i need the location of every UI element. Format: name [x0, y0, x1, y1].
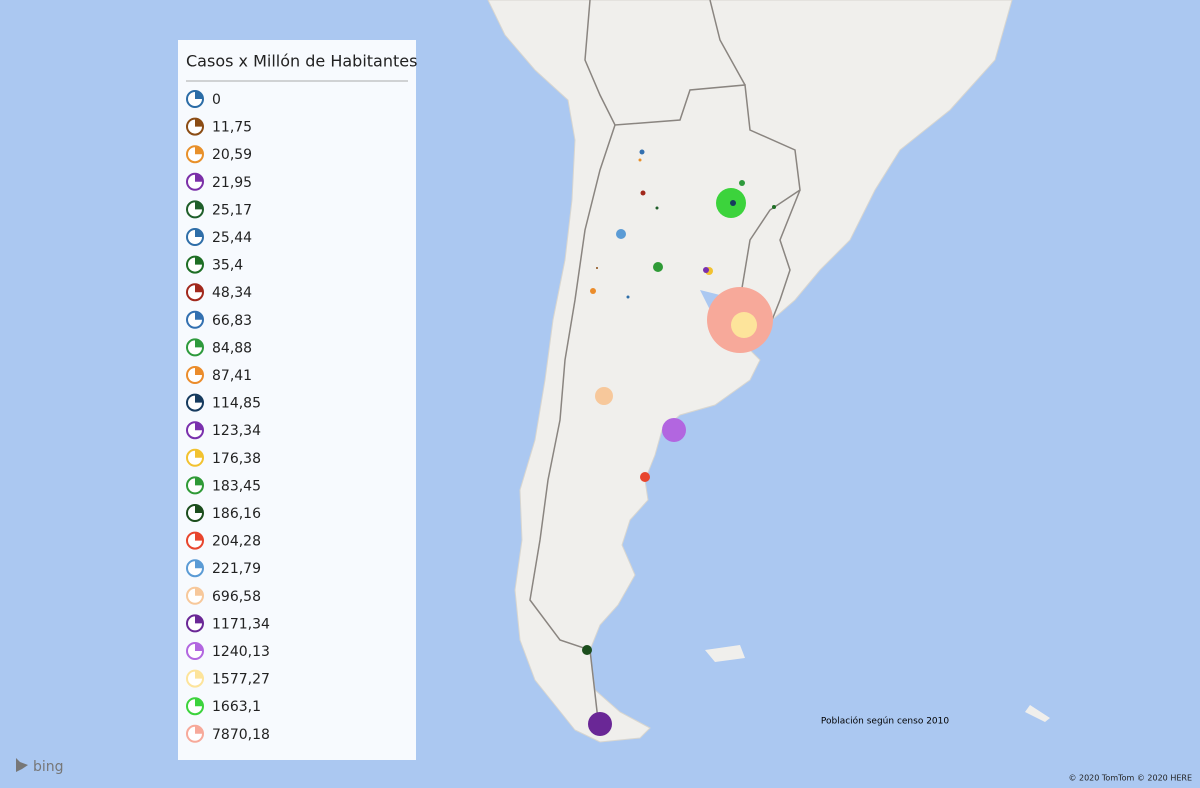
- legend-label: 7870,18: [212, 727, 270, 743]
- bubble: [731, 312, 757, 338]
- legend-label: 204,28: [212, 534, 261, 550]
- legend-label: 221,79: [212, 561, 261, 577]
- bubble: [653, 262, 663, 272]
- legend-icon-wedge: [195, 201, 203, 210]
- map-note: Población según censo 2010: [821, 716, 949, 727]
- legend-icon-wedge: [195, 615, 203, 624]
- bubbles: [582, 149, 776, 736]
- legend-label: 114,85: [212, 396, 261, 412]
- legend-icon-wedge: [195, 256, 203, 265]
- legend-icon-wedge: [195, 532, 203, 541]
- legend-icon-wedge: [195, 394, 203, 403]
- bubble: [588, 712, 612, 736]
- legend-label: 1240,13: [212, 644, 270, 660]
- bubble: [596, 267, 598, 269]
- bubble: [640, 472, 650, 482]
- legend-icon-wedge: [195, 422, 203, 431]
- legend-label: 1663,1: [212, 699, 261, 715]
- bubble: [662, 418, 686, 442]
- legend-label: 183,45: [212, 478, 261, 494]
- legend-icon-wedge: [195, 339, 203, 348]
- bubble: [639, 149, 645, 155]
- legend-label: 1577,27: [212, 672, 270, 688]
- legend-icon-wedge: [195, 477, 203, 486]
- legend-icon-wedge: [195, 229, 203, 237]
- attribution: © 2020 TomTom © 2020 HERE: [1068, 774, 1192, 783]
- legend-label: 35,4: [212, 258, 243, 274]
- bubble: [626, 295, 630, 299]
- legend-label: 696,58: [212, 589, 261, 605]
- legend-items: 0 11,75 20,59 21,95 25,17 25,44 35,4 48,34 66,83…: [186, 90, 270, 743]
- legend-label: 176,38: [212, 451, 261, 467]
- legend-icon-wedge: [195, 643, 203, 651]
- legend-label: 87,41: [212, 368, 252, 384]
- legend-icon-wedge: [195, 173, 203, 182]
- legend-label: 123,34: [212, 423, 261, 439]
- borders: [529, 0, 801, 721]
- legend-title: Casos x Millón de Habitantes: [186, 52, 417, 71]
- bubble: [703, 267, 709, 273]
- legend-label: 11,75: [212, 120, 252, 136]
- bubble: [640, 190, 646, 196]
- legend-label: 48,34: [212, 285, 252, 301]
- legend-label: 21,95: [212, 175, 252, 191]
- bubble: [582, 645, 592, 655]
- bubble: [730, 200, 736, 206]
- legend-icon-wedge: [195, 725, 203, 734]
- legend-icon-wedge: [195, 560, 203, 569]
- legend-icon-wedge: [195, 449, 203, 458]
- legend-label: 186,16: [212, 506, 261, 522]
- bubble: [739, 180, 745, 186]
- bing-icon: [16, 758, 28, 772]
- bubble: [595, 387, 613, 405]
- legend-icon-wedge: [195, 698, 203, 707]
- legend-icon-wedge: [195, 118, 203, 127]
- legend-label: 0: [212, 92, 221, 108]
- land: [487, 0, 1013, 743]
- legend-icon-wedge: [195, 146, 203, 155]
- legend-icon-wedge: [195, 505, 203, 513]
- bubble: [655, 206, 659, 210]
- bubble: [590, 288, 596, 294]
- legend-icon-wedge: [195, 367, 203, 375]
- legend-label: 25,17: [212, 202, 252, 218]
- bubble: [772, 205, 776, 209]
- legend-icon-wedge: [195, 91, 203, 99]
- bing-logo: bing: [33, 759, 64, 775]
- bubble: [638, 158, 642, 162]
- legend-label: 66,83: [212, 313, 252, 329]
- islands: [705, 645, 1050, 722]
- legend-icon-wedge: [195, 587, 203, 596]
- legend-panel: [178, 40, 416, 760]
- legend-label: 1171,34: [212, 616, 270, 632]
- legend-icon-wedge: [195, 284, 203, 293]
- legend-label: 84,88: [212, 340, 252, 356]
- legend-label: 20,59: [212, 147, 252, 163]
- legend-icon-wedge: [195, 670, 203, 679]
- legend-icon-wedge: [195, 311, 203, 320]
- legend-label: 25,44: [212, 230, 252, 246]
- bubble: [616, 229, 626, 239]
